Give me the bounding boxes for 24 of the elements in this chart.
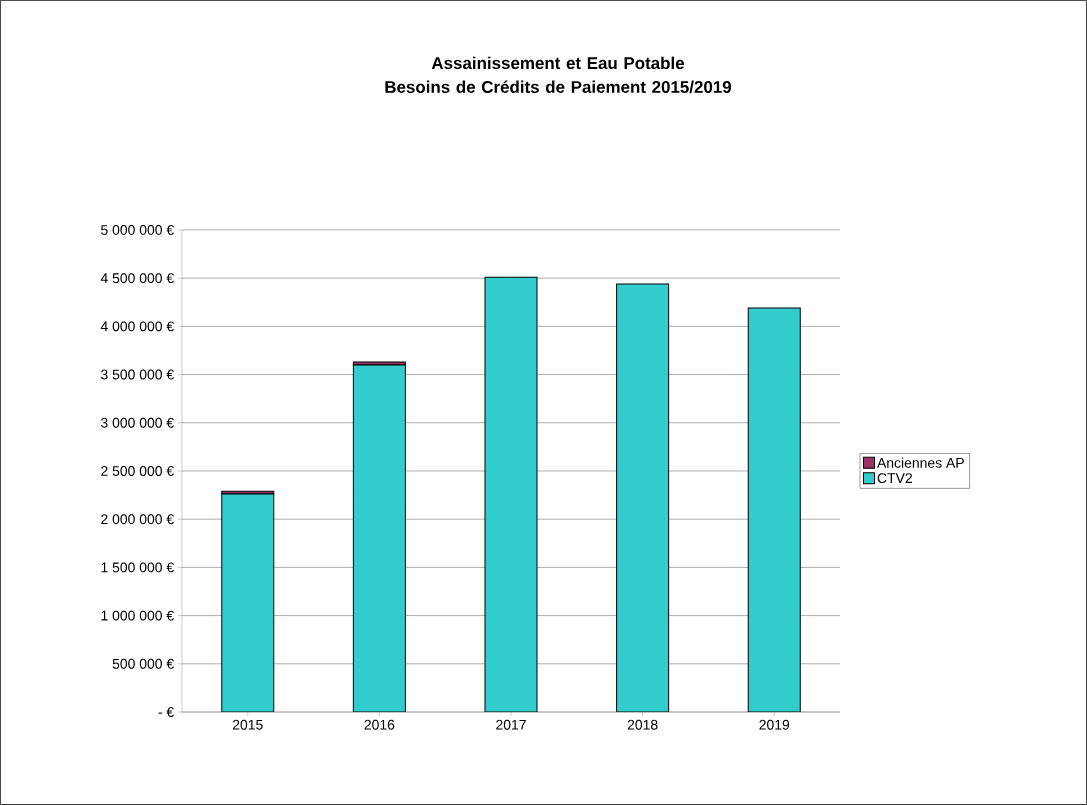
- chart-title: Assainissement et Eau Potable Besoins de Crédits de Paiement 2015/2019: [385, 56, 732, 94]
- x-tick-label: 2019: [759, 719, 790, 730]
- y-tick-label: 4 000 000 €: [100, 321, 174, 332]
- y-tick-label: 1 000 000 €: [101, 610, 174, 621]
- bar: [747, 307, 801, 713]
- y-tick-label: 1 500 000 €: [101, 562, 174, 573]
- x-tick-label: 2018: [627, 719, 658, 730]
- y-tick-label: 3 500 000 €: [101, 369, 174, 380]
- y-tick-label: 2 500 000 €: [101, 466, 174, 476]
- y-tick-label: - €: [158, 707, 174, 717]
- x-tick-label: 2016: [364, 719, 395, 730]
- legend-label: Anciennes AP: [877, 457, 964, 468]
- bar: [221, 493, 275, 713]
- y-tick-label: 5 000 000 €: [101, 225, 174, 235]
- y-tick-label: 500 000 €: [112, 658, 174, 669]
- x-tick-label: 2017: [496, 719, 526, 730]
- y-tick-label: 3 000 000 €: [101, 417, 174, 428]
- bar: [352, 364, 406, 713]
- y-tick-label: 4 500 000 €: [100, 273, 174, 284]
- bar: [484, 276, 538, 713]
- bar: [616, 283, 670, 713]
- y-tick-label: 2 000 000 €: [101, 514, 174, 525]
- legend-label: CTV2: [877, 473, 912, 484]
- x-tick-label: 2015: [232, 719, 263, 730]
